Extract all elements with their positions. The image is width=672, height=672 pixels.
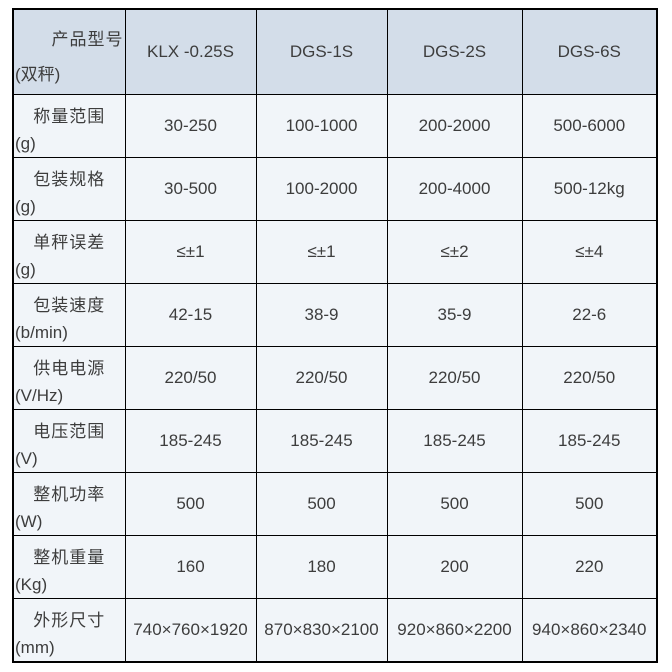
spec-value: 185-245 [124, 409, 257, 473]
spec-value: 180 [255, 535, 388, 599]
spec-value: 38-9 [255, 283, 388, 347]
row-label: 整机功率 [33, 485, 106, 504]
spec-value: 500 [521, 472, 658, 536]
table-row: 单秤误差 (g) ≤±1 ≤±1 ≤±2 ≤±4 [12, 220, 658, 284]
table-row: 包装规格 (g) 30-500 100-2000 200-4000 500-12… [12, 157, 658, 221]
spec-value: 220/50 [255, 346, 388, 410]
row-unit: (V) [15, 449, 38, 468]
row-label: 电压范围 [33, 422, 106, 441]
spec-table-container: 产品型号 (双秤) KLX -0.25S DGS-1S DGS-2S DGS-6… [12, 8, 658, 663]
row-label-cell: 整机重量 (Kg) [12, 535, 126, 599]
row-unit: (W) [15, 512, 43, 531]
spec-value: 500 [124, 472, 257, 536]
table-row: 整机重量 (Kg) 160 180 200 220 [12, 535, 658, 599]
table-row: 电压范围 (V) 185-245 185-245 185-245 185-245 [12, 409, 658, 473]
row-unit: (b/min) [15, 323, 68, 342]
spec-value: 870×830×2100 [255, 598, 388, 663]
spec-value: 30-500 [124, 157, 257, 221]
spec-value: 185-245 [521, 409, 658, 473]
model-header: KLX -0.25S [124, 8, 257, 95]
model-header: DGS-6S [521, 8, 658, 95]
row-label-cell: 整机功率 (W) [12, 472, 126, 536]
spec-value: 185-245 [386, 409, 523, 473]
spec-value: ≤±2 [386, 220, 523, 284]
spec-value: 160 [124, 535, 257, 599]
corner-title: 产品型号 [51, 30, 124, 49]
table-row: 整机功率 (W) 500 500 500 500 [12, 472, 658, 536]
spec-value: 200-2000 [386, 94, 523, 158]
row-label: 称量范围 [33, 107, 106, 126]
row-label-cell: 包装规格 (g) [12, 157, 126, 221]
table-row: 供电电源 (V/Hz) 220/50 220/50 220/50 220/50 [12, 346, 658, 410]
row-unit: (mm) [15, 638, 55, 657]
spec-value: 100-1000 [255, 94, 388, 158]
row-label-cell: 单秤误差 (g) [12, 220, 126, 284]
row-label: 包装规格 [33, 170, 106, 189]
spec-value: 940×860×2340 [521, 598, 658, 663]
header-row: 产品型号 (双秤) KLX -0.25S DGS-1S DGS-2S DGS-6… [12, 8, 658, 95]
spec-value: 220/50 [124, 346, 257, 410]
table-row: 外形尺寸 (mm) 740×760×1920 870×830×2100 920×… [12, 598, 658, 663]
corner-header-cell: 产品型号 (双秤) [12, 8, 126, 95]
row-label: 供电电源 [33, 359, 106, 378]
spec-value: 42-15 [124, 283, 257, 347]
spec-value: 740×760×1920 [124, 598, 257, 663]
spec-value: 220 [521, 535, 658, 599]
spec-value: 500-12kg [521, 157, 658, 221]
row-label-cell: 称量范围 (g) [12, 94, 126, 158]
row-label: 单秤误差 [33, 233, 106, 252]
row-label-cell: 包装速度 (b/min) [12, 283, 126, 347]
model-header: DGS-1S [255, 8, 388, 95]
spec-value: 500 [386, 472, 523, 536]
row-unit: (g) [15, 260, 36, 279]
spec-value: 30-250 [124, 94, 257, 158]
spec-value: ≤±1 [255, 220, 388, 284]
row-label: 包装速度 [33, 296, 106, 315]
row-unit: (Kg) [15, 575, 48, 594]
spec-value: ≤±4 [521, 220, 658, 284]
row-unit: (V/Hz) [15, 386, 64, 405]
table-row: 包装速度 (b/min) 42-15 38-9 35-9 22-6 [12, 283, 658, 347]
row-label-cell: 供电电源 (V/Hz) [12, 346, 126, 410]
row-label-cell: 电压范围 (V) [12, 409, 126, 473]
corner-header-content: 产品型号 (双秤) [14, 10, 125, 94]
corner-subtitle: (双秤) [15, 65, 61, 84]
spec-value: 920×860×2200 [386, 598, 523, 663]
spec-table: 产品型号 (双秤) KLX -0.25S DGS-1S DGS-2S DGS-6… [12, 8, 658, 663]
spec-value: ≤±1 [124, 220, 257, 284]
row-unit: (g) [15, 134, 36, 153]
spec-value: 500 [255, 472, 388, 536]
spec-value: 200-4000 [386, 157, 523, 221]
spec-value: 100-2000 [255, 157, 388, 221]
row-unit: (g) [15, 197, 36, 216]
spec-value: 200 [386, 535, 523, 599]
row-label: 整机重量 [33, 548, 106, 567]
model-header: DGS-2S [386, 8, 523, 95]
spec-value: 220/50 [521, 346, 658, 410]
spec-value: 22-6 [521, 283, 658, 347]
row-label: 外形尺寸 [33, 611, 106, 630]
spec-value: 500-6000 [521, 94, 658, 158]
spec-value: 185-245 [255, 409, 388, 473]
table-row: 称量范围 (g) 30-250 100-1000 200-2000 500-60… [12, 94, 658, 158]
spec-value: 220/50 [386, 346, 523, 410]
row-label-cell: 外形尺寸 (mm) [12, 598, 126, 663]
spec-value: 35-9 [386, 283, 523, 347]
